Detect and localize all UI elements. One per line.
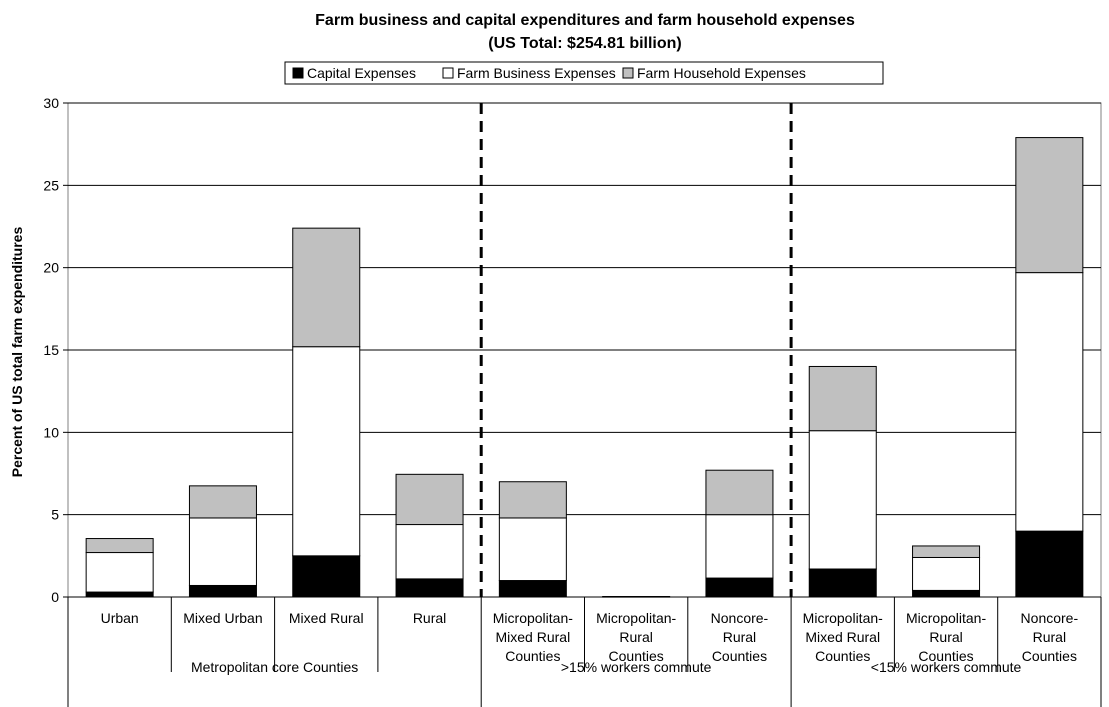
plot-area: 0 5 10 15 20 25 30 Urban Mixed Urban Mixed Rural R… xyxy=(43,95,1102,707)
category-label: Mixed Urban xyxy=(183,610,262,626)
bar-segment-capital-expenses xyxy=(705,577,774,598)
category-label: Rural xyxy=(1033,629,1066,645)
legend-box xyxy=(284,61,884,85)
y-tick-label: 30 xyxy=(43,95,59,111)
legend-label: Farm Business Expenses xyxy=(457,65,616,81)
chart-title: Farm business and capital expenditures a… xyxy=(315,12,855,29)
category-label: Counties xyxy=(815,648,870,664)
bar-segment-capital-expenses xyxy=(808,568,877,598)
bar-segment-farm-business-expenses xyxy=(395,524,464,580)
category-label: Counties xyxy=(609,648,664,664)
y-tick-label: 25 xyxy=(43,177,59,193)
y-tick-label: 20 xyxy=(43,260,59,276)
bar-segment-farm-household-expenses xyxy=(498,481,567,519)
bar-segment-farm-household-expenses xyxy=(85,538,154,554)
category-label: Mixed Rural xyxy=(289,610,364,626)
bar-segment-farm-business-expenses xyxy=(188,517,257,586)
bar-segment-farm-household-expenses xyxy=(188,485,257,519)
bar-segment-capital-expenses xyxy=(188,584,257,598)
chart-subtitle: (US Total: $254.81 billion) xyxy=(488,35,682,52)
bar-segment-farm-household-expenses xyxy=(912,545,981,558)
bar-segment-capital-expenses xyxy=(292,555,361,598)
bar-segment-farm-business-expenses xyxy=(292,346,361,557)
bar-segment-capital-expenses xyxy=(912,589,981,598)
category-label: Urban xyxy=(101,610,139,626)
bar-segment-capital-expenses xyxy=(395,578,464,598)
bar-segment-farm-business-expenses xyxy=(912,556,981,591)
legend-label: Farm Household Expenses xyxy=(637,65,806,81)
category-label: Rural xyxy=(619,629,652,645)
category-label: Micropolitan- xyxy=(906,610,986,626)
legend: Capital Expenses Farm Business Expenses Fa… xyxy=(284,61,884,85)
bar-segment-farm-household-expenses xyxy=(705,469,774,516)
group-label: Metropolitan core Counties xyxy=(191,659,358,675)
category-label: Mixed Rural xyxy=(495,629,570,645)
bar-segment-capital-expenses xyxy=(498,580,567,598)
category-label: Micropolitan- xyxy=(493,610,573,626)
bar-segment-farm-business-expenses xyxy=(1015,272,1084,532)
group-label: <15% workers commute xyxy=(871,659,1022,675)
category-label: Counties xyxy=(712,648,767,664)
legend-swatch xyxy=(622,67,634,79)
category-label: Noncore- xyxy=(1021,610,1079,626)
category-label: Rural xyxy=(929,629,962,645)
legend-swatch xyxy=(292,67,304,79)
bar-segment-farm-business-expenses xyxy=(498,517,567,582)
legend-label: Capital Expenses xyxy=(307,65,416,81)
y-tick-label: 0 xyxy=(51,589,59,605)
category-label: Rural xyxy=(723,629,756,645)
bar-segment-farm-business-expenses xyxy=(705,514,774,579)
category-label: Counties xyxy=(1022,648,1077,664)
category-label: Counties xyxy=(505,648,560,664)
category-label: Counties xyxy=(918,648,973,664)
y-tick-label: 15 xyxy=(43,342,59,358)
category-label: Mixed Rural xyxy=(805,629,880,645)
category-label: Noncore- xyxy=(711,610,769,626)
y-axis-label: Percent of US total farm expenditures xyxy=(9,227,25,478)
category-label: Micropolitan- xyxy=(803,610,883,626)
bar-segment-farm-household-expenses xyxy=(1015,137,1084,274)
group-label: >15% workers commute xyxy=(561,659,712,675)
bar-segment-farm-household-expenses xyxy=(395,473,464,526)
bar-segment-capital-expenses xyxy=(1015,530,1084,598)
category-label: Micropolitan- xyxy=(596,610,676,626)
y-tick-label: 10 xyxy=(43,424,59,440)
bar-segment-capital-expenses xyxy=(85,591,154,598)
bar-segment-farm-business-expenses xyxy=(85,552,154,593)
bar-segment-farm-household-expenses xyxy=(808,365,877,432)
bar-segment-farm-business-expenses xyxy=(808,430,877,570)
y-tick-label: 5 xyxy=(51,507,59,523)
bar-segment-farm-household-expenses xyxy=(292,227,361,348)
legend-swatch xyxy=(442,67,454,79)
category-label: Rural xyxy=(413,610,446,626)
